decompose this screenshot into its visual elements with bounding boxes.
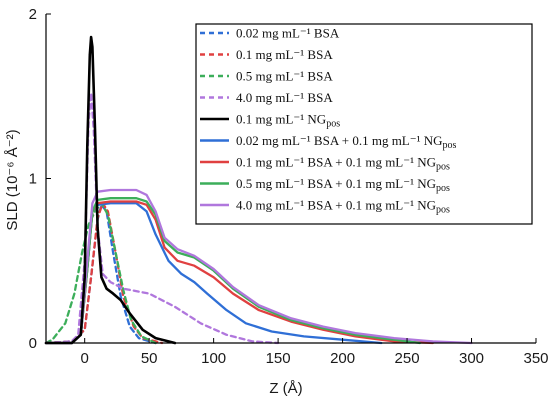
legend-label: 0.5 mg mL⁻¹ BSA	[236, 69, 333, 84]
legend-label: 0.5 mg mL⁻¹ BSA + 0.1 mg mL⁻¹ NGpos	[236, 176, 450, 194]
legend-label: 0.1 mg mL⁻¹ BSA + 0.1 mg mL⁻¹ NGpos	[236, 155, 450, 173]
x-tick-label: 250	[395, 350, 420, 367]
legend-items: 0.02 mg mL⁻¹ BSA 0.1 mg mL⁻¹ BSA 0.5 mg mL…	[200, 26, 457, 216]
y-tick-label: 2	[29, 6, 37, 23]
x-axis-label: Z (Å)	[269, 380, 302, 397]
legend-label: 4.0 mg mL⁻¹ BSA	[236, 90, 333, 105]
series-line-0-1-mg-ml-ng-pos	[44, 35, 177, 345]
y-tick-label: 0	[29, 335, 37, 352]
x-tick-label: 350	[523, 350, 548, 367]
y-ticks: 0 1 2	[29, 6, 51, 352]
series-line-4-0-mg-ml-bsa-0-1-mg-ml-ng-pos	[44, 188, 473, 345]
legend-label: 4.0 mg mL⁻¹ BSA + 0.1 mg mL⁻¹ NGpos	[236, 198, 450, 216]
x-tick-label: 200	[330, 350, 355, 367]
x-tick-label: 300	[459, 350, 484, 367]
legend-label: 0.02 mg mL⁻¹ BSA + 0.1 mg mL⁻¹ NGpos	[236, 133, 457, 151]
data-curves	[44, 35, 473, 345]
x-ticks: 0 50 100 150 200 250 300 350	[81, 338, 549, 367]
x-tick-label: 50	[141, 350, 158, 367]
series-line-4-0-mg-ml-bsa	[44, 91, 280, 345]
legend-label: 0.02 mg mL⁻¹ BSA	[236, 26, 340, 41]
series-line-0-1-mg-ml-bsa	[44, 202, 164, 345]
legend-box	[195, 23, 533, 225]
x-tick-label: 100	[201, 350, 226, 367]
legend-label: 0.1 mg mL⁻¹ NGpos	[236, 112, 340, 130]
y-tick-label: 1	[29, 171, 37, 188]
legend-label: 0.1 mg mL⁻¹ BSA	[236, 47, 333, 62]
legend: 0.02 mg mL⁻¹ BSA 0.1 mg mL⁻¹ BSA 0.5 mg mL…	[195, 23, 533, 225]
x-tick-label: 150	[266, 350, 291, 367]
axes: 0 50 100 150 200 250 300 350 0 1 2	[29, 6, 549, 367]
y-axis-label: SLD (10⁻⁶ Å⁻²)	[4, 129, 21, 230]
x-tick-label: 0	[81, 350, 89, 367]
